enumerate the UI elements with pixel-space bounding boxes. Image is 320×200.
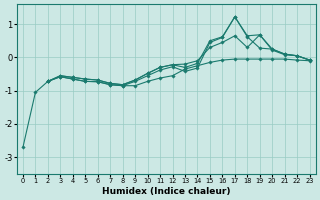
X-axis label: Humidex (Indice chaleur): Humidex (Indice chaleur): [102, 187, 230, 196]
